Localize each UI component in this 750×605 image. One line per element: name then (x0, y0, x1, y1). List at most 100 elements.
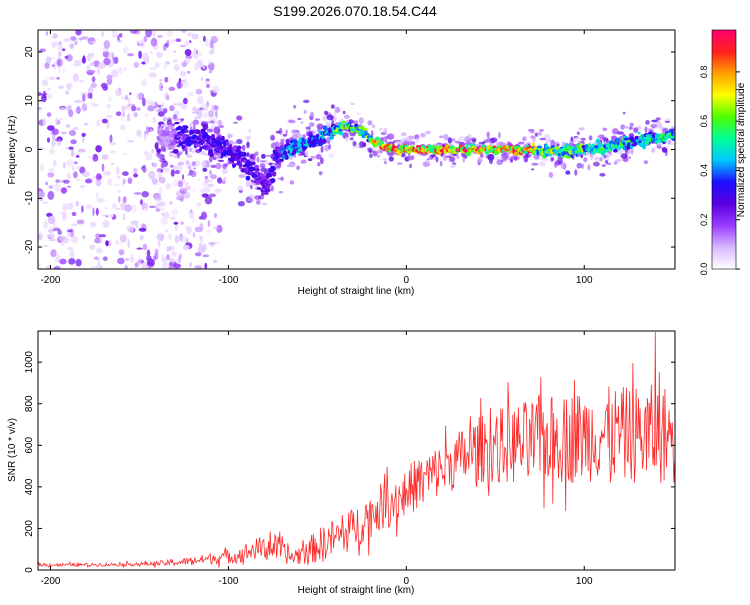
spectrogram-cell (162, 130, 167, 136)
spectrogram-cell (154, 197, 163, 201)
spectrogram-cell (142, 97, 146, 107)
spectrogram-cell (100, 31, 105, 37)
spectrogram-cell (165, 183, 172, 190)
spectrogram-cell (241, 144, 246, 152)
spectrogram-cell (664, 118, 671, 122)
spectrogram-cell (213, 126, 221, 135)
spectrogram-cell (483, 138, 487, 142)
spectrogram-cell (192, 217, 195, 224)
spectrogram-cell (165, 61, 171, 65)
spectrogram-cell (207, 183, 214, 188)
spectrogram-cell (331, 104, 335, 109)
spectrogram-cell (164, 76, 169, 83)
snr-panel: -200 -100 0 100 0 200 400 600 800 1000 Height of… (7, 330, 676, 596)
spectrogram-cell (167, 245, 175, 251)
y-tick-label: 800 (24, 395, 35, 412)
spectrogram-cell (259, 163, 266, 169)
spectrogram-cell (51, 140, 54, 149)
spectrogram-cell (92, 155, 99, 162)
spectrogram-cell (200, 188, 206, 193)
spectrogram-cell (173, 221, 179, 225)
spectrogram-cell (620, 153, 628, 159)
spectrogram-cell (106, 114, 113, 119)
spectrogram-cell (158, 201, 166, 207)
spectrogram-cell (197, 113, 201, 117)
spectrogram-cell (553, 161, 558, 168)
spectrogram-cell (95, 207, 99, 216)
spectrogram-cell (447, 137, 453, 144)
snr-x-ticks: -200 -100 0 100 (40, 331, 593, 587)
spectrogram-cell (523, 155, 529, 163)
spectrogram-cell (439, 160, 443, 167)
spectrogram-cell (67, 232, 71, 237)
spectrogram-cell (101, 118, 108, 124)
spectrogram-cell (217, 159, 225, 162)
spectrogram-cell (157, 34, 163, 39)
spectrogram-cell (303, 99, 310, 104)
spectrogram-cell (81, 132, 86, 137)
snr-line (38, 331, 675, 569)
spectrogram-cell (144, 56, 150, 62)
spectrogram-cell (145, 30, 152, 38)
spectrogram-cell (538, 161, 546, 167)
spectrogram-cell (154, 248, 159, 253)
spectrogram-cell (185, 149, 188, 156)
spectrogram-cell (62, 67, 65, 75)
spectrogram-cell (47, 236, 52, 239)
spectrogram-cell (565, 154, 571, 159)
spectrogram-cell (72, 73, 79, 82)
spectrogram-cell (217, 177, 223, 184)
spectrogram-cell (57, 45, 64, 51)
spectrogram-cell (163, 108, 168, 114)
spectrogram-cell (118, 196, 121, 203)
spectrogram-cell (131, 105, 137, 112)
spectrogram-cell (325, 121, 330, 126)
spectrogram-cell (283, 150, 288, 155)
spectrogram-cell (208, 110, 215, 118)
spectrogram-cell (151, 162, 158, 168)
spectrogram-cell (264, 169, 268, 175)
spectrogram-cell (536, 145, 543, 149)
spectrogram-cell (208, 241, 216, 246)
spectrogram-cell (79, 185, 85, 188)
spectrogram-cell (180, 118, 185, 121)
spectrogram-cell (258, 173, 265, 178)
spectrogram-cell (168, 151, 172, 157)
spectrogram-cell (114, 207, 121, 210)
spectrogram-cell (204, 80, 211, 84)
spectrogram-cell (145, 125, 149, 135)
spectrogram-cell (61, 243, 64, 246)
spectrogram-cell (123, 67, 127, 72)
spectrogram-cell (136, 107, 141, 112)
spectrogram-cell (77, 148, 86, 153)
spectrogram-cell (146, 249, 151, 257)
spectrogram-cell (138, 257, 142, 267)
spectrogram-cell (615, 159, 623, 162)
spectrogram-cell (539, 137, 546, 141)
spectrogram-cell (201, 160, 207, 169)
spectrogram-cell (46, 233, 55, 240)
spectrogram-cell (203, 108, 209, 111)
spectrogram-cell (316, 123, 324, 130)
spectrogram-cell (358, 117, 364, 124)
spectrogram-cell (672, 133, 675, 136)
spectrogram-cell (581, 163, 584, 169)
spectrogram-cell (155, 203, 160, 209)
spectrogram-cell (193, 186, 196, 195)
spectrogram-cell (58, 65, 62, 74)
spectrogram-cell (254, 151, 259, 156)
spectrogram-cell (151, 149, 154, 154)
spectrogram-cell (75, 178, 81, 181)
spectrogram-cell (200, 151, 206, 155)
spectrogram-cell (268, 174, 273, 178)
spectrogram-cell (179, 44, 186, 48)
spectrogram-cell (384, 161, 387, 165)
spectrogram-cell (66, 159, 74, 168)
spectrogram-y-label: Frequency (Hz) (7, 116, 18, 185)
spectrogram-cell (496, 156, 499, 161)
spectrogram-cell (630, 148, 634, 155)
spectrogram-cell (531, 162, 539, 166)
spectrogram-cell (430, 154, 436, 158)
spectrogram-cell (291, 129, 298, 134)
